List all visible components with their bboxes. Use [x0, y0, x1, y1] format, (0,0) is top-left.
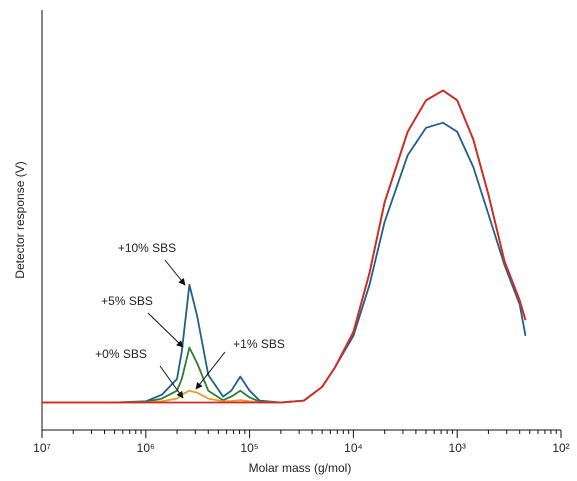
annotation-arrow: [195, 351, 226, 390]
annotation-arrow: [159, 365, 184, 399]
x-axis-label: Molar mass (g/mol): [249, 461, 352, 475]
annotation: +0% SBS: [95, 347, 147, 361]
x-tick-label: 10⁷: [33, 441, 51, 455]
y-axis-label: Detector response (V): [13, 161, 27, 278]
x-tick-label: 10⁶: [137, 441, 155, 455]
annotation-arrow: [147, 312, 184, 348]
x-tick-label: 10²: [552, 441, 569, 455]
x-tick-label: 10⁴: [344, 441, 363, 455]
annotation: +1% SBS: [233, 337, 285, 351]
annotation-arrow: [164, 259, 186, 286]
annotation: +10% SBS: [118, 241, 176, 255]
annotation: +5% SBS: [101, 294, 153, 308]
x-tick-label: 10⁵: [240, 441, 258, 455]
series-line: [42, 89, 527, 404]
x-tick-label: 10³: [449, 441, 466, 455]
